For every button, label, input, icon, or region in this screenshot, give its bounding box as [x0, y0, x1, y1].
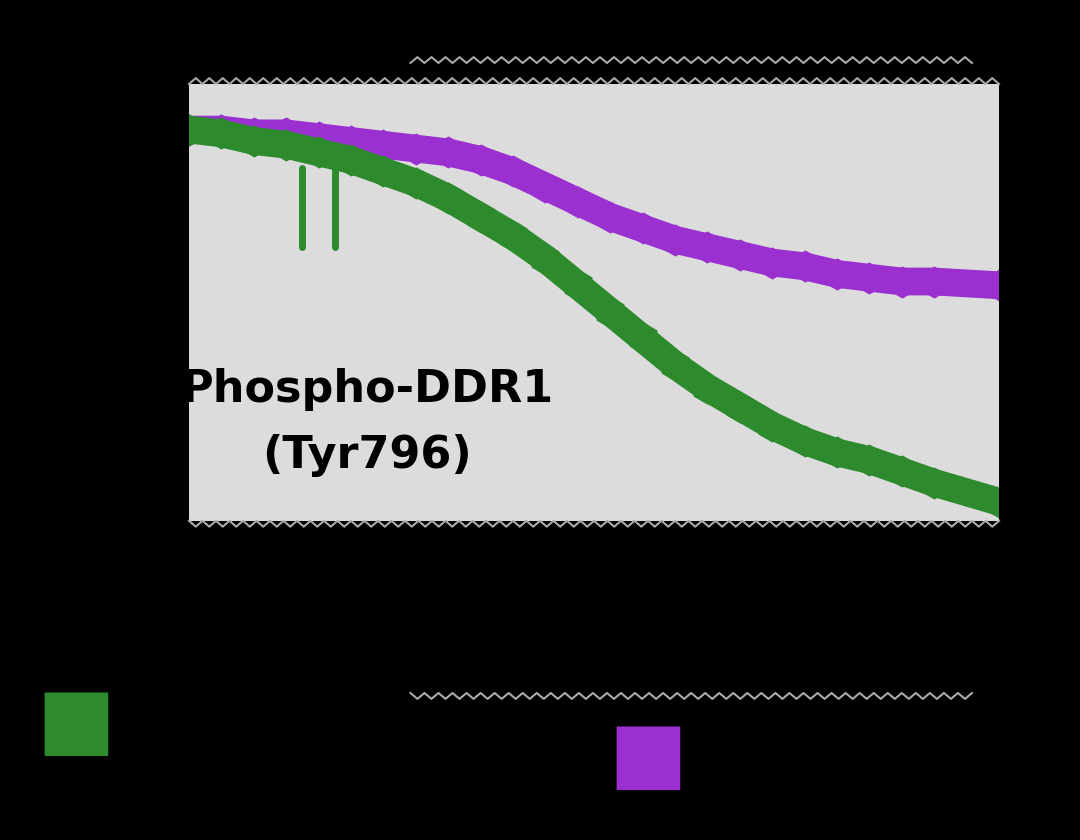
- Text: Phospho-DDR1: Phospho-DDR1: [180, 368, 554, 412]
- Text: (Tyr796): (Tyr796): [262, 433, 472, 477]
- Text: Total DDR1: Total DDR1: [724, 744, 862, 768]
- Text: ■: ■: [37, 682, 114, 763]
- Text: ■: ■: [609, 716, 687, 796]
- Text: Phospho-DDR1 (Tyr796): Phospho-DDR1 (Tyr796): [205, 711, 505, 734]
